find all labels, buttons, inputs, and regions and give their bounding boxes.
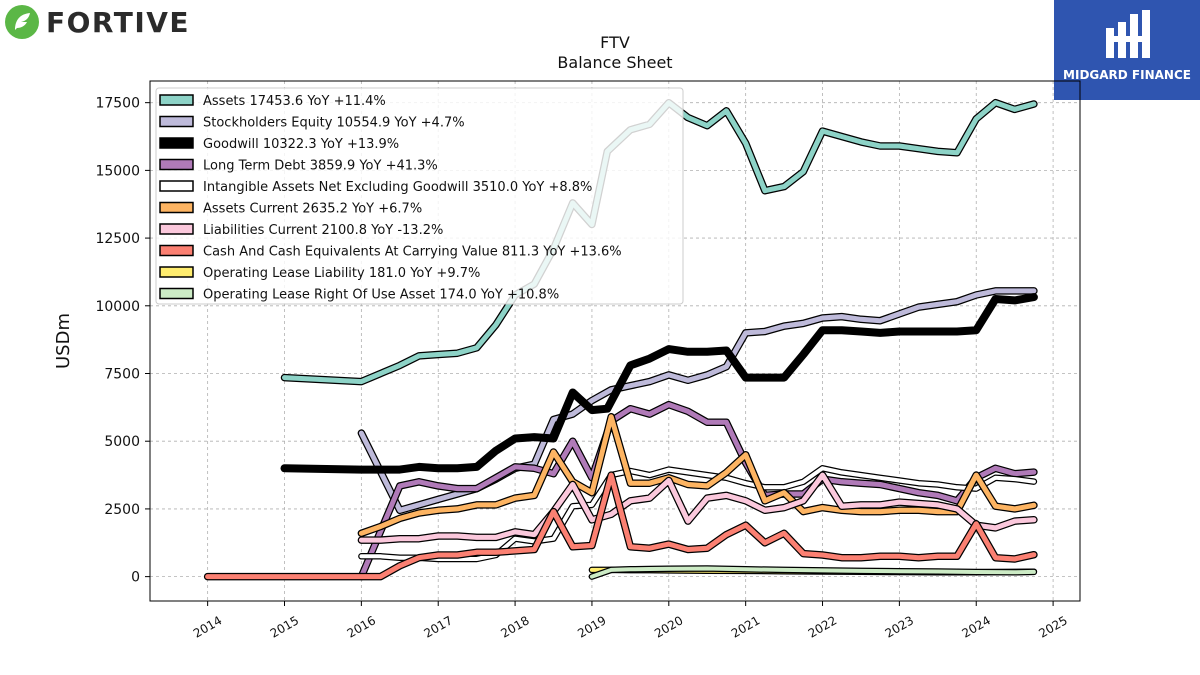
y-tick-label: 0 [131,570,140,586]
legend-swatch-7 [159,244,194,257]
legend-label-0: Assets 17453.6 YoY +11.4% [203,94,386,109]
x-tick-label: 2022 [806,613,839,640]
legend-label-4: Intangible Assets Net Excluding Goodwill… [203,180,592,195]
y-tick-label: 2500 [104,502,140,518]
chart-subtitle: Balance Sheet [557,53,672,72]
x-tick-label: 2021 [729,613,762,640]
series-lines [203,98,1038,581]
y-tick-label: 5000 [104,434,140,450]
brand-name: FORTIVE [46,5,191,39]
legend-swatch-6 [159,223,194,235]
legend-swatch-5 [159,201,194,214]
series-line-3 [358,402,1037,580]
legend-label-9: Operating Lease Right Of Use Asset 174.0… [203,288,559,303]
x-tick-label: 2024 [960,613,993,640]
legend-swatch-0 [159,94,194,106]
x-tick-label: 2025 [1036,613,1069,640]
legend-box [155,87,684,305]
y-tick-label: 7500 [104,367,140,383]
y-tick-label: 17500 [95,96,140,112]
x-tick-label: 2020 [652,613,685,640]
legend-label-3: Long Term Debt 3859.9 YoY +41.3% [203,159,438,174]
x-tick-label: 2016 [345,613,378,640]
y-tick-label: 10000 [95,299,140,315]
x-tick-label: 2014 [191,613,224,640]
midgard-badge: MIDGARD FINANCE [1054,0,1200,100]
series-line-2 [280,293,1038,474]
legend-swatch-8 [159,266,194,278]
x-tick-label: 2023 [883,613,916,640]
series-line-9 [589,566,1036,579]
legend-label-1: Stockholders Equity 10554.9 YoY +4.7% [203,116,465,131]
legend-label-6: Liabilities Current 2100.8 YoY -13.2% [203,223,443,238]
x-tick-label: 2017 [421,613,454,640]
y-tick-label: 15000 [95,163,140,179]
legend-label-7: Cash And Cash Equivalents At Carrying Va… [203,245,622,260]
series-line-5 [358,414,1037,536]
chart-title: FTV [600,33,630,52]
midgard-mark-icon [1106,10,1150,58]
legend-swatch-3 [159,158,194,171]
series-line-0 [282,100,1037,385]
y-tick-label: 12500 [95,231,140,247]
legend-swatch-9 [159,287,194,300]
legend: Assets 17453.6 YoY +11.4% Stockholders Eq… [155,87,684,305]
legend-label-2: Goodwill 10322.3 YoY +13.9% [203,137,399,152]
series-line-7 [205,472,1037,580]
legend-swatch-4 [159,180,194,192]
legend-swatch-1 [159,115,194,128]
series-outline-1 [357,287,1038,515]
x-tick-label: 2018 [498,613,531,640]
series-line-6 [358,472,1037,543]
legend-label-5: Assets Current 2635.2 YoY +6.7% [203,202,422,217]
x-tick-label: 2015 [268,613,301,640]
y-axis-label: USDm [53,313,74,369]
series-line-4 [359,466,1036,561]
partner-name: MIDGARD FINANCE [1063,68,1191,82]
plot-frame [149,80,1081,602]
x-tick-label: 2019 [575,613,608,640]
fortive-leaf-icon [5,5,39,39]
legend-swatch-2 [159,137,194,149]
series-line-1 [358,288,1037,513]
legend-label-8: Operating Lease Liability 181.0 YoY +9.7… [203,266,480,281]
fortive-logo: FORTIVE [4,4,190,40]
